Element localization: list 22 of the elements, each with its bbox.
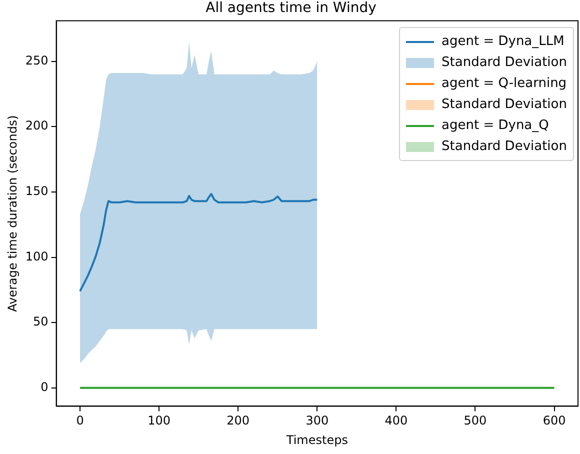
y-tick-label: 250 [25,53,48,68]
x-tick-label: 200 [226,414,250,428]
legend-label: Standard Deviation [442,55,567,70]
x-axis-title: Timesteps [285,432,348,447]
chart-title: All agents time in Windy [206,0,376,16]
y-tick-label: 0 [40,380,48,394]
y-tick-label: 100 [25,249,48,264]
x-tick-label: 100 [148,414,171,428]
legend-label: agent = Dyna_Q [442,118,549,133]
legend-label: agent = Dyna_LLM [442,34,564,49]
x-tick-label: 300 [306,414,329,428]
x-tick-label: 500 [464,414,487,428]
y-tick-label: 50 [33,314,48,329]
legend-label: agent = Q-learning [442,76,567,91]
x-tick-label: 600 [542,414,566,428]
y-tick-label: 200 [25,118,48,133]
legend-label: Standard Deviation [442,139,567,154]
y-axis-title: Average time duration (seconds) [5,115,20,312]
x-tick-label: 400 [384,414,408,428]
legend-label: Standard Deviation [442,97,567,112]
x-tick-label: 0 [76,414,84,428]
y-tick-label: 150 [25,184,48,198]
